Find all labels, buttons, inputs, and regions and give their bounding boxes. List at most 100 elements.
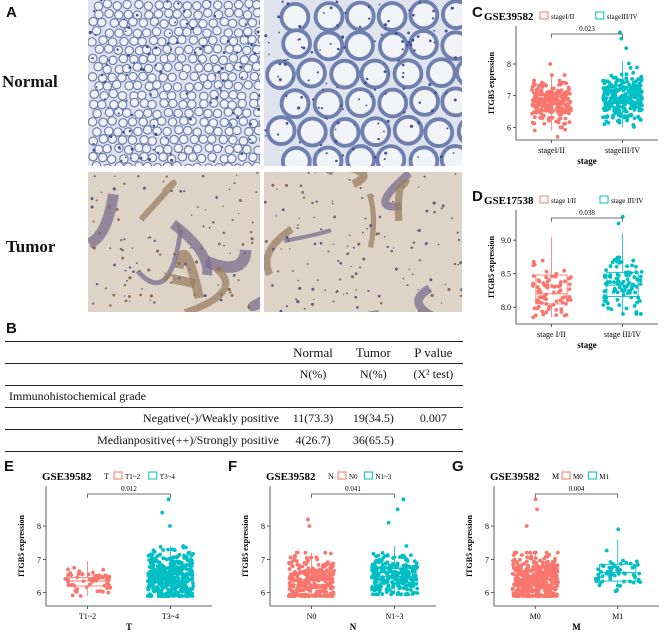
- chart-title: GSE39582: [490, 471, 540, 483]
- outlier-point: [307, 524, 312, 528]
- nucleus-dot: [346, 292, 348, 295]
- data-point: [526, 563, 530, 568]
- data-point: [544, 575, 549, 580]
- data-point: [407, 564, 412, 569]
- chart-title: GSE17538: [484, 195, 534, 207]
- crypt-gland: [112, 0, 122, 11]
- data-point: [300, 580, 305, 585]
- nucleus-dot: [158, 253, 162, 256]
- crypt-gland: [152, 162, 162, 166]
- nucleus-dot: [433, 210, 436, 214]
- data-point: [76, 571, 81, 576]
- nucleus-dot: [289, 248, 291, 250]
- data-point: [546, 117, 551, 122]
- nucleus-dot: [286, 2, 290, 6]
- crypt-gland: [212, 25, 222, 36]
- data-point: [414, 576, 418, 581]
- data-point: [401, 563, 406, 568]
- nucleus-dot: [127, 53, 131, 57]
- data-point: [540, 560, 545, 565]
- data-point: [374, 554, 379, 559]
- nucleus-dot: [215, 196, 219, 199]
- data-point: [305, 576, 310, 581]
- chart-d: GSE17538 stage I/II stage III/IV 8.0 8.5 9.0 s…: [484, 195, 658, 350]
- data-point: [621, 312, 625, 316]
- outlier-point: [395, 507, 400, 512]
- data-point: [596, 567, 600, 572]
- nucleus-dot: [342, 293, 345, 296]
- legend-label: stage III/IV: [611, 197, 643, 205]
- data-point: [600, 563, 605, 568]
- data-point: [558, 298, 563, 303]
- x-tick-label: M0: [530, 612, 541, 621]
- crypt-gland: [253, 125, 260, 136]
- nucleus-dot: [453, 262, 457, 266]
- nucleus-dot: [152, 148, 155, 151]
- data-point: [568, 107, 573, 112]
- data-point: [411, 591, 416, 595]
- crypt-gland: [154, 0, 165, 10]
- nucleus-dot: [297, 38, 300, 41]
- nucleus-dot: [346, 245, 349, 248]
- data-point: [563, 110, 568, 115]
- crypt-gland: [102, 0, 113, 9]
- data-point: [527, 585, 532, 590]
- data-point: [635, 277, 640, 282]
- data-point: [556, 120, 561, 125]
- data-point: [602, 91, 607, 96]
- data-point: [530, 87, 534, 92]
- nucleus-dot: [200, 247, 203, 250]
- nucleus-dot: [220, 66, 224, 70]
- data-point: [604, 299, 609, 304]
- crypt-gland: [238, 136, 249, 146]
- crypt-gland: [241, 108, 252, 118]
- nucleus-dot: [188, 117, 192, 121]
- crypt-gland: [93, 1, 104, 12]
- nucleus-dot: [374, 40, 376, 43]
- data-point: [287, 576, 292, 581]
- data-point: [534, 106, 539, 111]
- data-point: [516, 572, 520, 577]
- data-point: [562, 73, 567, 77]
- nucleus-dot: [115, 108, 117, 110]
- crypt-gland: [147, 99, 157, 110]
- nucleus-dot: [193, 51, 197, 55]
- data-point: [181, 573, 185, 578]
- data-point: [601, 97, 606, 102]
- data-point: [544, 310, 549, 315]
- nucleus-dot: [212, 221, 215, 224]
- nucleus-dot: [439, 155, 443, 159]
- data-point: [330, 594, 335, 598]
- data-point: [165, 566, 170, 571]
- crypt-gland: [233, 143, 243, 154]
- nucleus-dot: [413, 49, 416, 52]
- crypt-gland: [172, 161, 182, 166]
- data-point: [615, 255, 620, 260]
- nucleus-dot: [321, 88, 325, 91]
- legend-prefix: T: [104, 472, 109, 481]
- nucleus-dot: [440, 302, 443, 304]
- nucleus-dot: [378, 215, 382, 219]
- legend-label: stage I/II: [551, 197, 577, 205]
- data-point: [539, 295, 544, 300]
- data-point: [628, 271, 633, 275]
- data-point: [311, 566, 315, 571]
- cell-normal: 11(73.3): [283, 407, 344, 430]
- crypt-gland: [224, 144, 235, 155]
- x-axis-title: N: [350, 622, 357, 632]
- outlier-point: [306, 517, 310, 522]
- data-point: [638, 312, 643, 316]
- data-point: [607, 106, 612, 111]
- data-point: [624, 76, 629, 81]
- data-point: [599, 570, 604, 574]
- crypt-gland: [98, 134, 109, 144]
- nucleus-dot: [459, 261, 462, 265]
- nucleus-dot: [135, 13, 139, 17]
- nucleus-dot: [430, 109, 435, 113]
- y-axis-title: ITGB5 expression: [17, 515, 26, 577]
- data-point: [535, 285, 540, 289]
- crypt-gland: [242, 45, 252, 56]
- nucleus-dot: [173, 252, 176, 256]
- data-point: [540, 80, 544, 85]
- data-point: [637, 116, 642, 121]
